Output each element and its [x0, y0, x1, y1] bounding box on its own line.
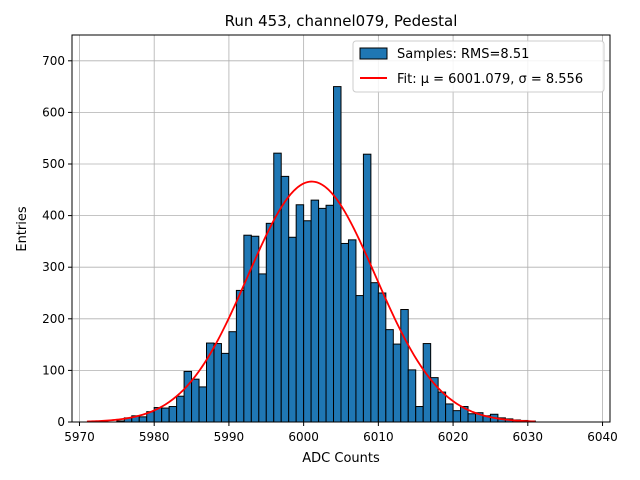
x-tick-label: 5970 [64, 430, 95, 444]
y-tick-label: 100 [42, 363, 65, 377]
histogram-bar [280, 175, 290, 423]
y-tick-label: 0 [57, 415, 65, 429]
x-tick-label: 6000 [288, 430, 319, 444]
histogram-bar [377, 292, 387, 423]
y-tick-label: 300 [42, 260, 65, 274]
histogram-bar [273, 152, 282, 423]
legend-samples-label: Samples: RMS=8.51 [397, 47, 529, 62]
histogram-bar [340, 242, 349, 423]
histogram-bar [176, 395, 185, 423]
x-tick-label: 6040 [587, 430, 618, 444]
histogram-bars [116, 86, 536, 423]
histogram-bar [467, 413, 476, 423]
histogram-bar [243, 234, 252, 423]
histogram-bar [213, 343, 222, 423]
histogram-bar [295, 204, 305, 423]
histogram-bar [407, 369, 417, 423]
histogram-bar [228, 331, 237, 423]
histogram-bar [445, 403, 454, 423]
histogram-bar [161, 407, 170, 423]
histogram-bar [235, 289, 245, 423]
legend-fit-label: Fit: μ = 6001.079, σ = 8.556 [397, 72, 583, 87]
y-tick-label: 400 [42, 209, 65, 223]
histogram-bar [138, 416, 148, 423]
histogram-bar [362, 153, 372, 423]
histogram-bar [437, 391, 447, 423]
histogram-bar [265, 222, 275, 423]
histogram-bar [168, 406, 178, 423]
x-tick-label: 6030 [513, 430, 544, 444]
histogram-bar [370, 282, 379, 423]
histogram-bar [198, 386, 207, 423]
y-tick-label: 700 [42, 54, 65, 68]
histogram-bar [325, 204, 335, 423]
histogram-bar [318, 207, 327, 423]
histogram-bar [220, 352, 230, 423]
x-tick-label: 6010 [363, 430, 394, 444]
fit-curve [86, 180, 536, 423]
chart-title: Run 453, channel079, Pedestal [225, 12, 458, 30]
histogram-bar [183, 370, 193, 423]
histogram-bar [452, 410, 462, 423]
y-axis-label: Entries [15, 206, 30, 252]
histogram-bar [191, 378, 200, 423]
histogram-bar [347, 239, 357, 423]
histogram-bar [392, 343, 402, 423]
histogram-bar [288, 236, 297, 423]
histogram-bar [303, 220, 312, 423]
y-tick-label: 600 [42, 105, 65, 119]
axis-ticks: 5970 5980 5990 6000 6010 6020 6030 6040 0 100 200 3… [42, 54, 618, 444]
histogram-bar [333, 86, 342, 423]
fit-curve-group [86, 180, 536, 423]
histogram-bar [400, 309, 409, 423]
histogram-bar [310, 199, 320, 423]
plot-frame [71, 34, 611, 423]
x-axis-label: ADC Counts [302, 451, 380, 466]
histogram-bar [422, 343, 432, 423]
histogram-bar [355, 295, 364, 423]
y-tick-label: 500 [42, 157, 65, 171]
legend-samples-swatch [359, 47, 388, 60]
legend-box [352, 40, 605, 93]
y-tick-label: 200 [42, 312, 65, 326]
histogram-bar [258, 273, 267, 423]
histogram-bar [385, 329, 394, 423]
legend: Samples: RMS=8.51 Fit: μ = 6001.079, σ =… [352, 40, 605, 93]
x-tick-label: 6020 [438, 430, 469, 444]
x-tick-label: 5990 [214, 430, 245, 444]
histogram-bar [415, 406, 424, 423]
x-tick-label: 5980 [139, 430, 170, 444]
